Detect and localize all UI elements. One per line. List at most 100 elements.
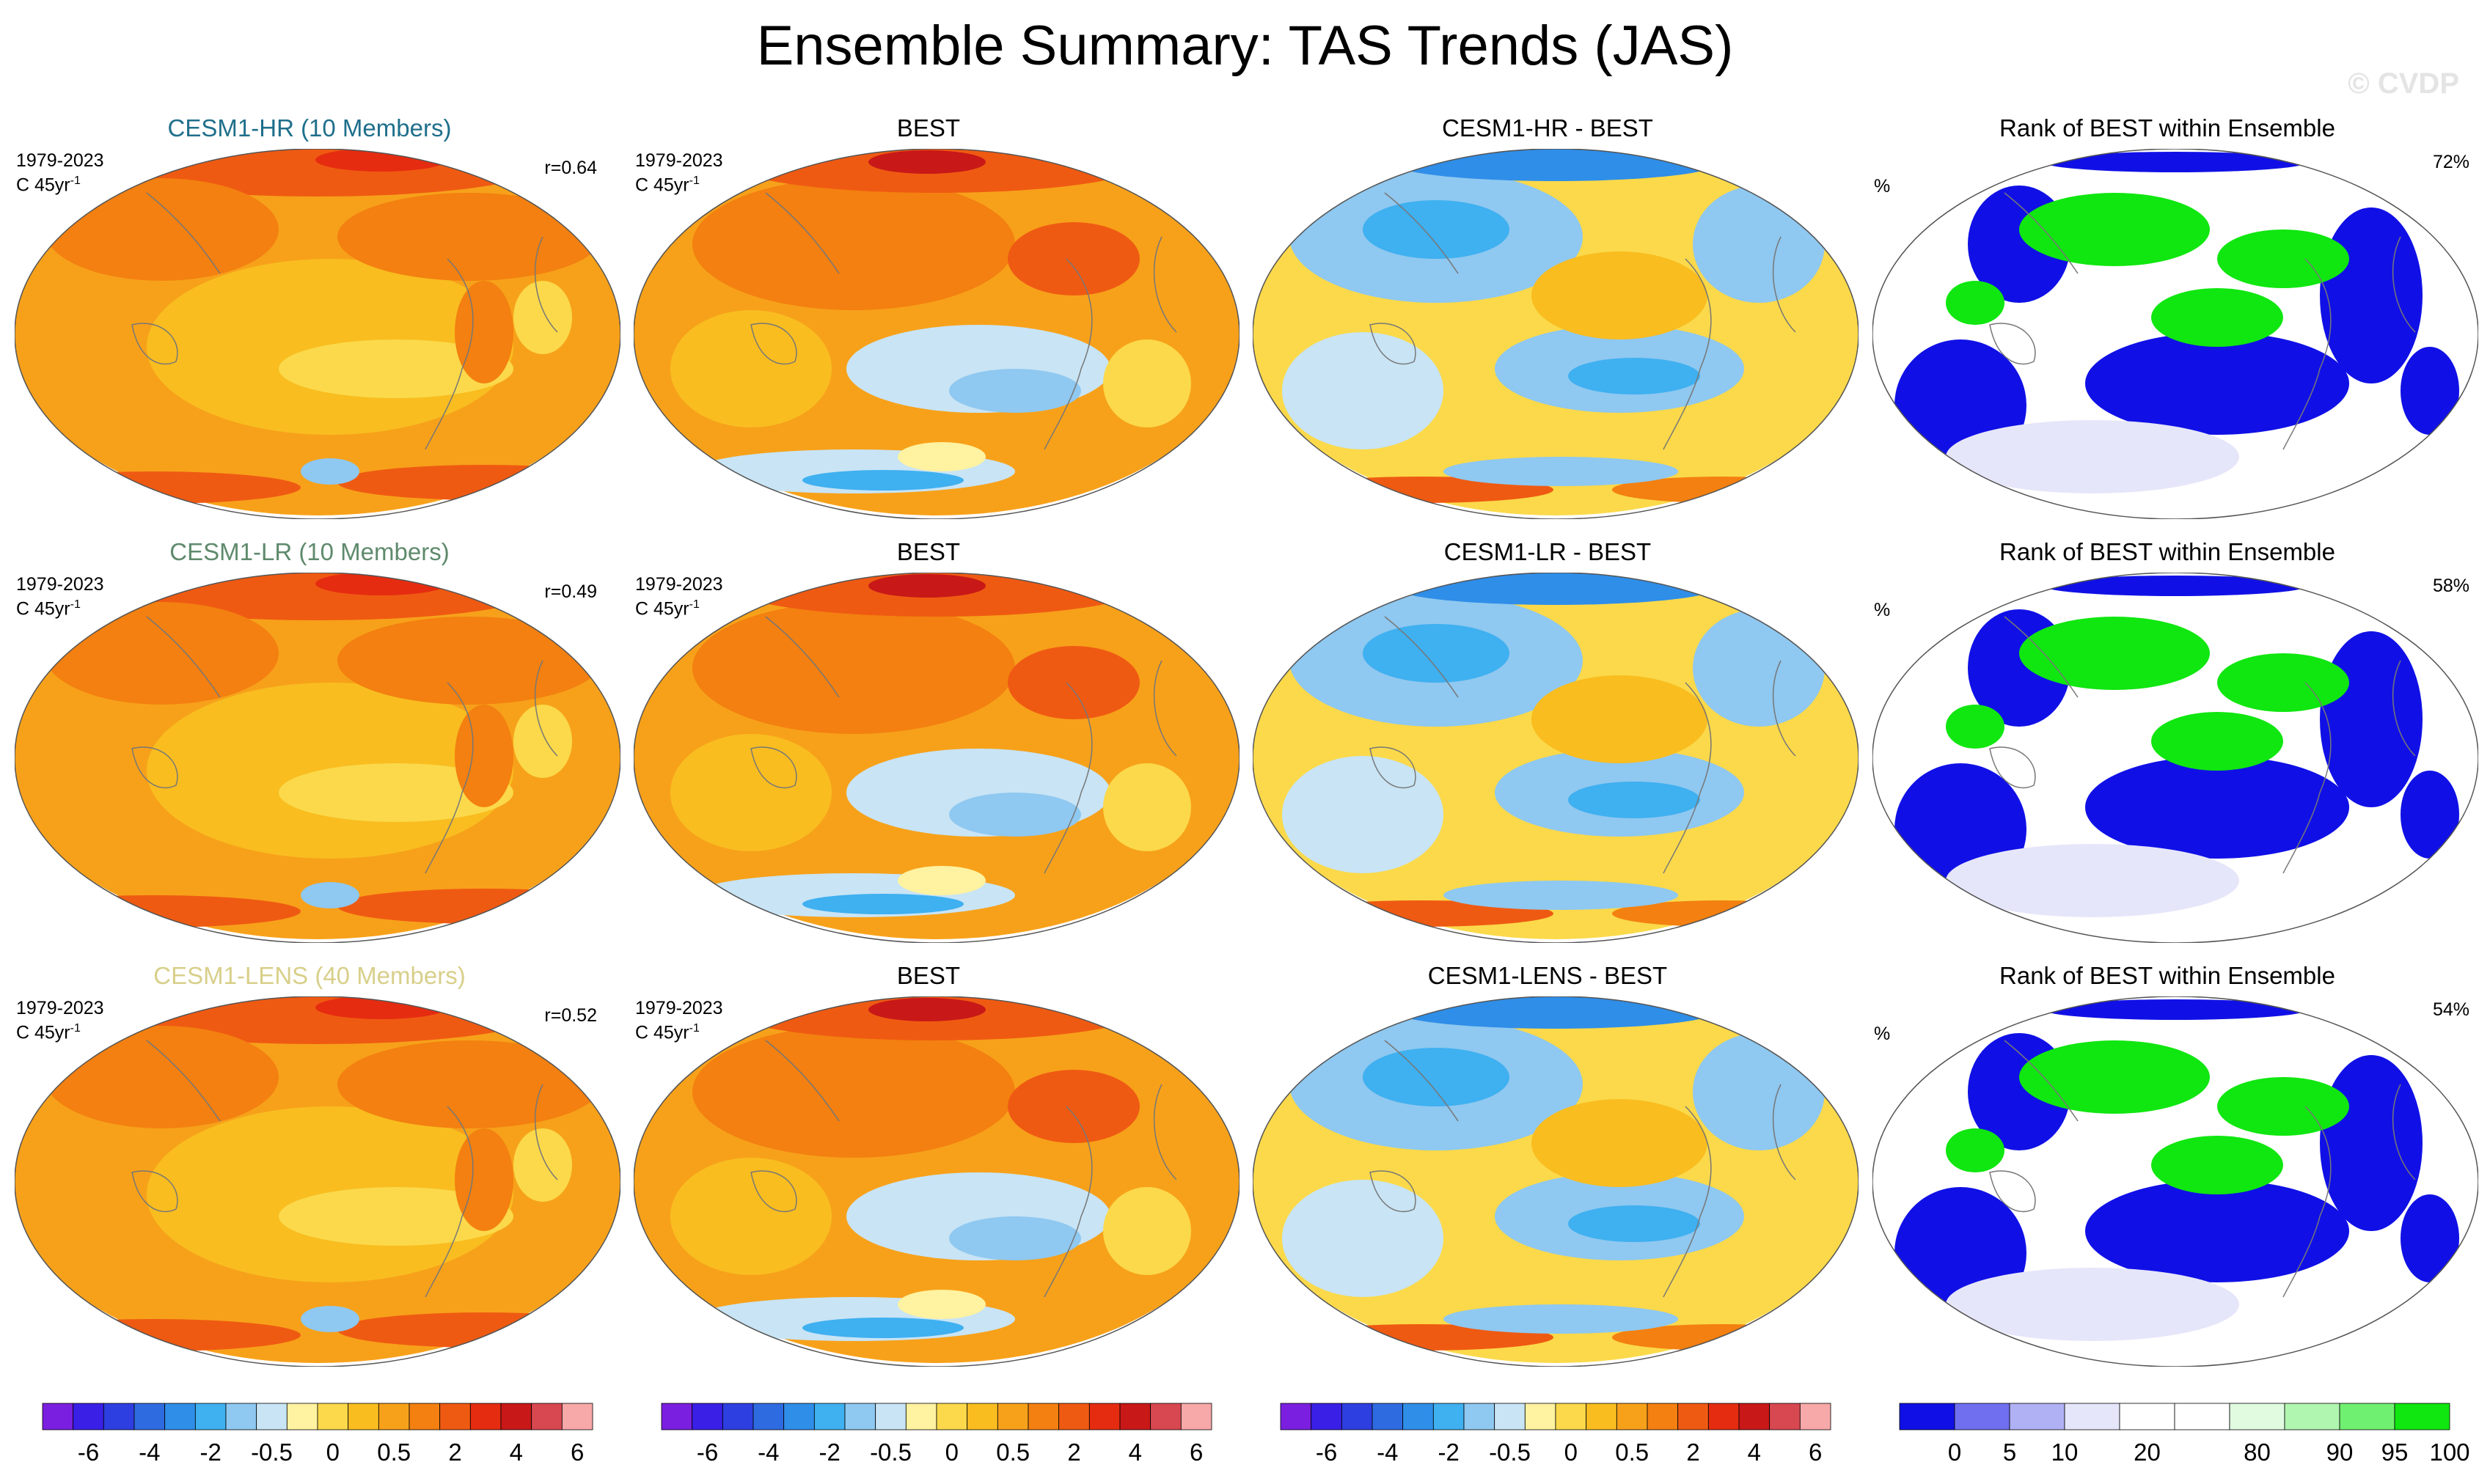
field-region-7 (1693, 609, 1825, 727)
field-region-8 (1946, 420, 2239, 493)
field-region-5 (949, 1216, 1081, 1260)
field-region-10 (898, 1290, 986, 1319)
field-region-9 (301, 1306, 359, 1332)
map-field (1253, 573, 1859, 939)
map-field (1872, 149, 2478, 515)
field-region-2 (2085, 332, 2349, 435)
period-label: 1979-2023 (16, 150, 104, 171)
coastline-australia (1989, 1170, 2036, 1213)
panel-rank-row1: Rank of BEST within Ensemble % 72% (1859, 114, 2478, 524)
colorbar-tick-label: -2 (819, 1439, 840, 1466)
units-text: C 45yr (16, 175, 70, 196)
colorbar-swatch-8 (905, 1403, 937, 1430)
colorbar-swatch-6 (225, 1403, 257, 1430)
coastline-asia (2004, 1040, 2079, 1122)
field-region-11 (455, 705, 513, 807)
map-border (1253, 573, 1859, 943)
colorbar-swatch-10 (1586, 1403, 1617, 1430)
field-region-5 (2019, 1040, 2210, 1114)
difference-title: CESM1-HR - BEST (1442, 114, 1653, 142)
colorbar-swatch-11 (378, 1403, 410, 1430)
colorbar-swatch-4 (164, 1403, 196, 1430)
colorbar-swatch-16 (1150, 1403, 1182, 1430)
field-region-4 (2320, 207, 2423, 383)
field-region-7 (802, 894, 964, 914)
colorbar-difference: -6 -4 -2 -0.5 0 0.5 2 4 6 (1280, 1403, 1831, 1484)
rank-percent: 72% (2432, 152, 2469, 172)
map-field (15, 573, 620, 939)
field-region-7 (1693, 186, 1825, 303)
coastlines (750, 1040, 1177, 1298)
period-label: 1979-2023 (16, 998, 104, 1018)
colorbar-swatch-7 (1494, 1403, 1526, 1430)
colorbar-swatch-14 (1088, 1403, 1121, 1430)
field-region-9 (1103, 763, 1191, 851)
panel-ensemble-row2: CESM1-LR (10 Members) 1979-2023 C 45yr-1… (1, 537, 620, 948)
colorbar-swatch-17 (561, 1403, 593, 1430)
colorbar-tick-label: 0.5 (996, 1439, 1030, 1466)
coastline-asia (2004, 192, 2079, 274)
colorbar-tick-label: -6 (697, 1439, 718, 1466)
map-field (1872, 996, 2478, 1363)
field-region-11 (1443, 881, 1678, 910)
field-region-5 (337, 617, 601, 705)
colorbar-swatch-12 (409, 1403, 441, 1430)
map-observed (634, 996, 1239, 1367)
colorbar-tick-label: 0.5 (377, 1439, 411, 1466)
map-border (634, 573, 1239, 943)
field-region-7 (15, 471, 301, 504)
coastlines (1369, 616, 1796, 874)
colorbar-tick-label: 100 (2429, 1439, 2469, 1466)
map-field (634, 573, 1239, 939)
field-region-8 (337, 1312, 620, 1348)
field-region-1 (692, 1026, 1015, 1158)
map-field (634, 149, 1239, 515)
cvdp-watermark: © CVDP (2348, 67, 2459, 100)
field-region-11 (1008, 222, 1140, 295)
coastline-africa (1772, 236, 1796, 333)
panel-rank-row2: Rank of BEST within Ensemble % 58% (1859, 537, 2478, 948)
rank-colorbar: 0 5 10 20 80 90 95 100 (1899, 1403, 2470, 1466)
colorbar-swatch-7 (875, 1403, 907, 1430)
coastline-africa (1153, 1084, 1177, 1180)
field-region-4 (1568, 358, 1700, 394)
coastline-asia (146, 616, 221, 698)
map-border (1872, 996, 2478, 1367)
colorbar-swatch-5 (2174, 1403, 2230, 1430)
colorbar-swatch-7 (2284, 1403, 2340, 1430)
colorbar-tick-label: -4 (139, 1439, 160, 1466)
field-region-9 (2043, 576, 2307, 596)
period-label: 1979-2023 (635, 998, 723, 1018)
field-region-2 (279, 763, 513, 822)
colorbar-swatch-0 (661, 1403, 693, 1430)
period-label: 1979-2023 (635, 150, 723, 171)
coastline-africa (2392, 660, 2416, 757)
field-region-6 (2217, 653, 2349, 712)
colorbar-observed: -6 -4 -2 -0.5 0 0.5 2 4 6 (661, 1403, 1212, 1484)
field-region-10 (513, 705, 572, 778)
rank-units: % (1874, 176, 1891, 196)
map-rank (1872, 996, 2478, 1367)
colorbar-swatch-3 (753, 1403, 785, 1430)
map-border (15, 149, 620, 519)
coastlines (750, 192, 1177, 450)
colorbar-tick-label: 4 (1129, 1439, 1142, 1466)
field-region-5 (1531, 251, 1707, 339)
field-region-10 (1946, 281, 2004, 325)
units-label: C 45yr-1 (16, 1018, 81, 1043)
field-region-11 (1443, 1304, 1678, 1334)
coastline-australia (1369, 1170, 1416, 1213)
map-rank (1872, 573, 2478, 943)
field-region-10 (513, 1128, 572, 1202)
colorbar-swatch-8 (1524, 1403, 1556, 1430)
colorbar-tick-label: 20 (2134, 1439, 2161, 1466)
units-label: C 45yr-1 (16, 171, 81, 195)
panel-diff-row1: CESM1-HR - BEST (1239, 114, 1859, 524)
coastline-australia (1369, 323, 1416, 365)
difference-title: CESM1-LR - BEST (1443, 538, 1652, 565)
field-region-11 (1443, 457, 1678, 486)
units-text: C 45yr (16, 1022, 70, 1043)
map-field (15, 149, 620, 515)
map-border (634, 149, 1239, 519)
rank-percent: 54% (2432, 999, 2469, 1020)
